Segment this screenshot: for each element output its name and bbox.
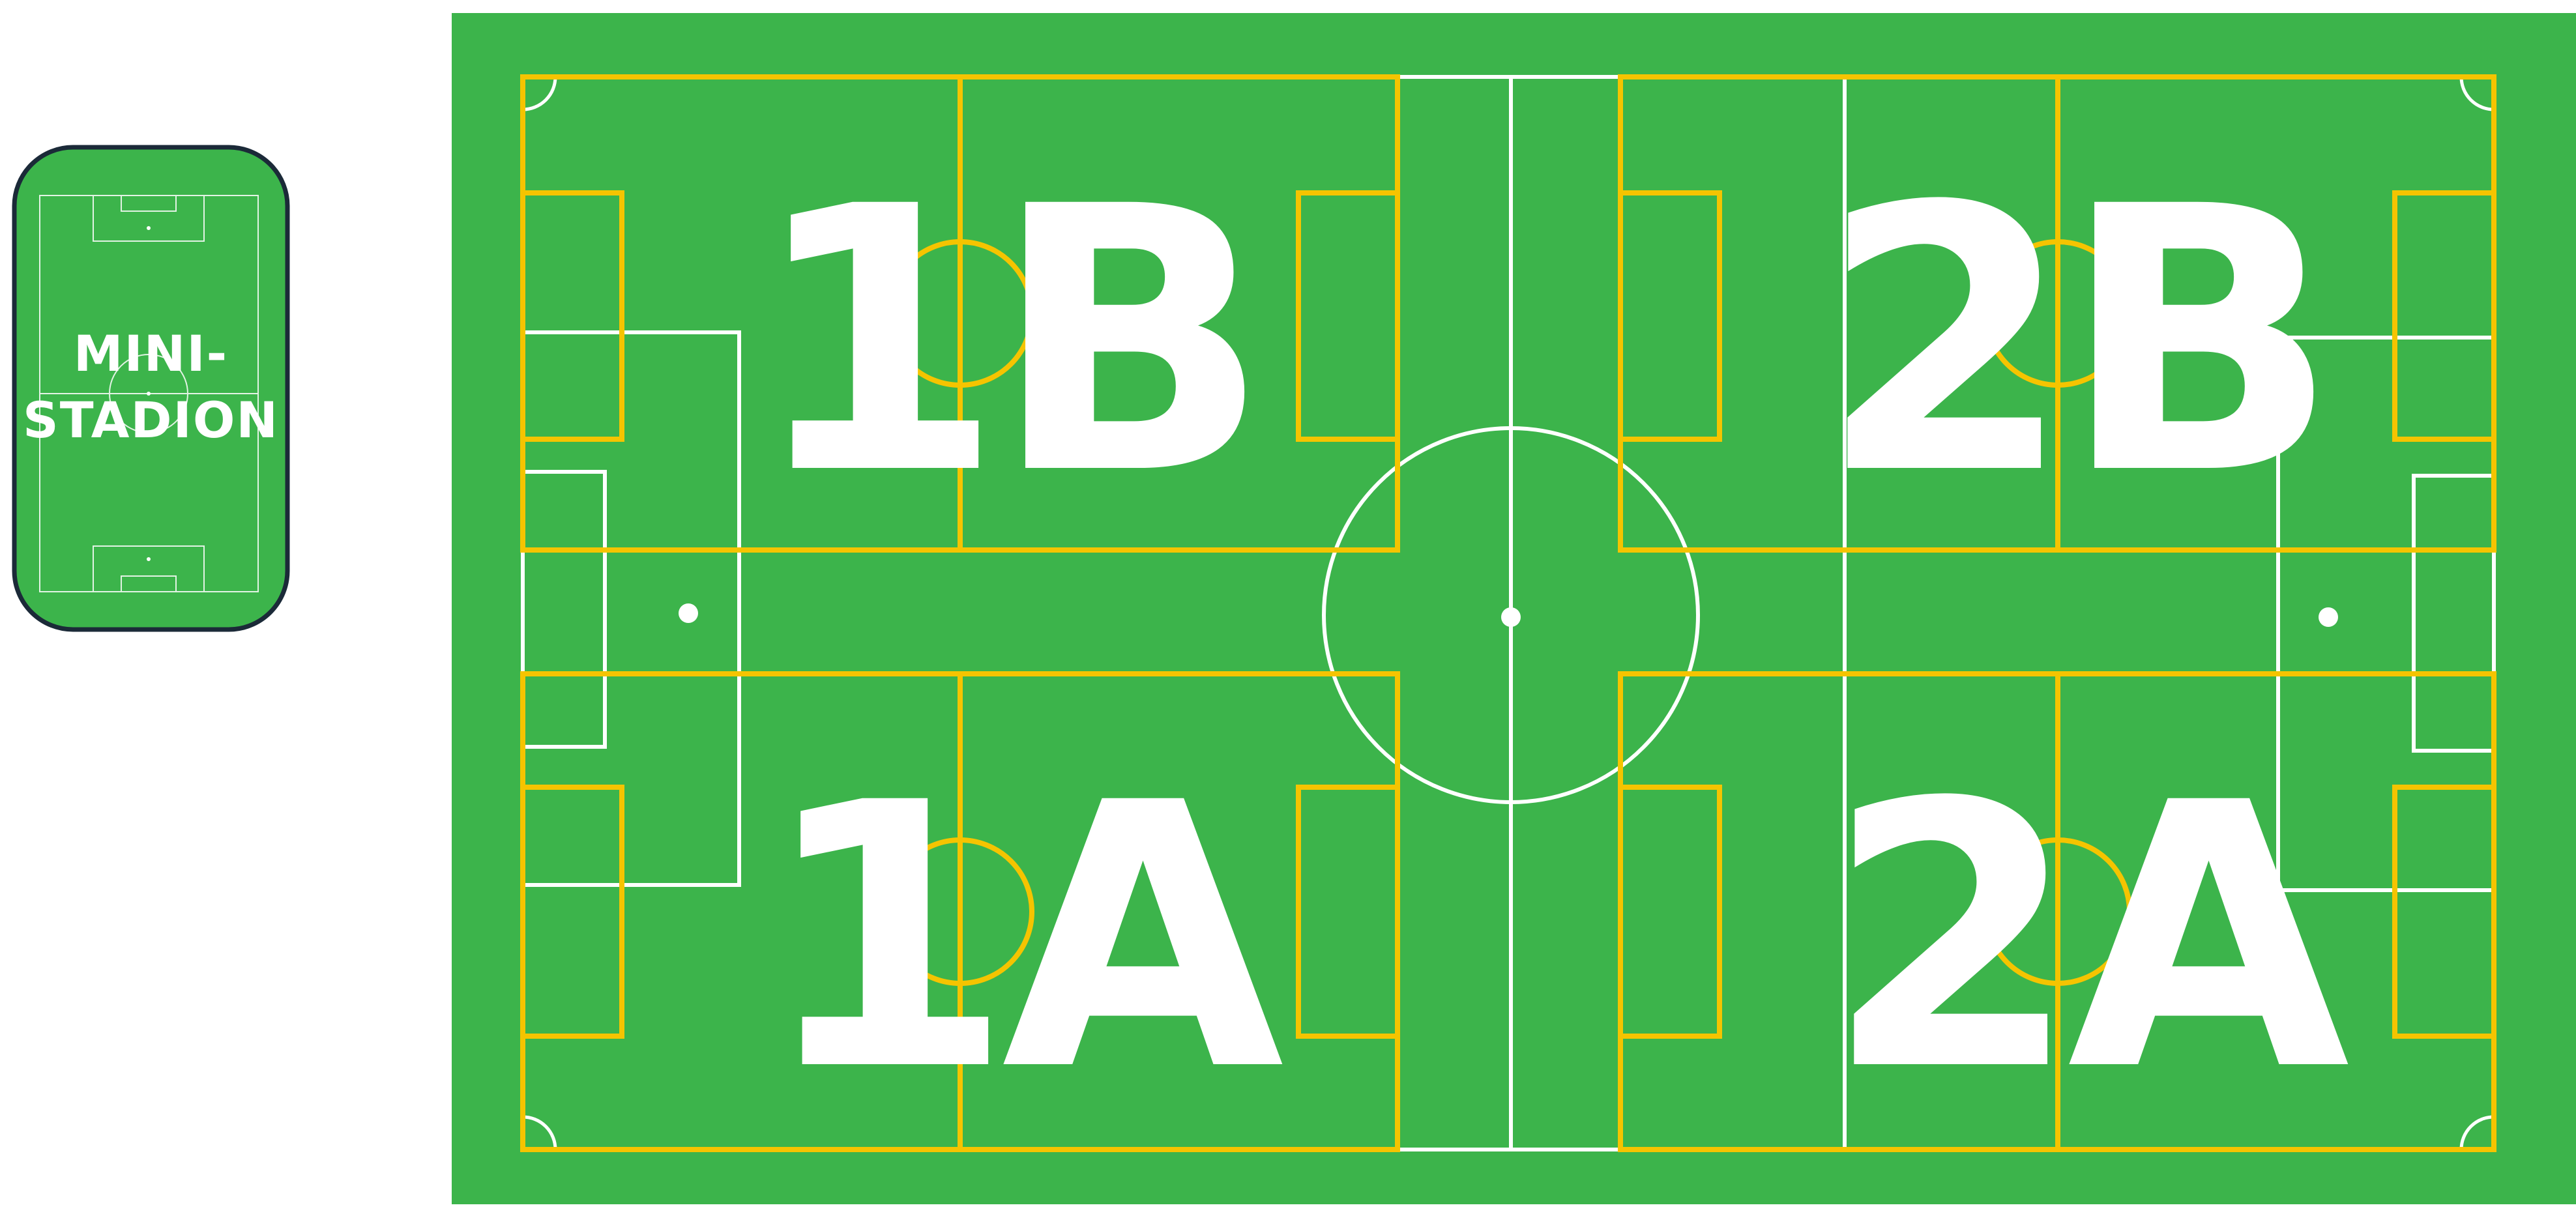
- mini-stadium-label-line2: STADION: [22, 391, 280, 449]
- subfield-lines: [520, 74, 2496, 1152]
- field-label-1a[interactable]: 1A: [759, 726, 1284, 1151]
- mini-stadium-markings: [39, 195, 259, 592]
- mini-stadium-outline: [12, 145, 290, 632]
- mini-stadium-label-line1: MINI-: [73, 325, 229, 383]
- field-label-2b[interactable]: 2B: [1819, 130, 2339, 555]
- field-label-1b[interactable]: 1B: [750, 130, 1270, 555]
- subfield-2a: [1618, 671, 2496, 1152]
- subfield-2b: [1618, 74, 2496, 553]
- left-penalty-spot: [679, 603, 698, 623]
- field-label-2a[interactable]: 2A: [1825, 726, 2350, 1151]
- mini-stadium-pitch[interactable]: [12, 145, 290, 632]
- center-spot: [1501, 607, 1521, 627]
- subfield-1b: [520, 74, 1400, 553]
- subfield-1a: [520, 671, 1400, 1152]
- right-penalty-spot: [2319, 607, 2338, 627]
